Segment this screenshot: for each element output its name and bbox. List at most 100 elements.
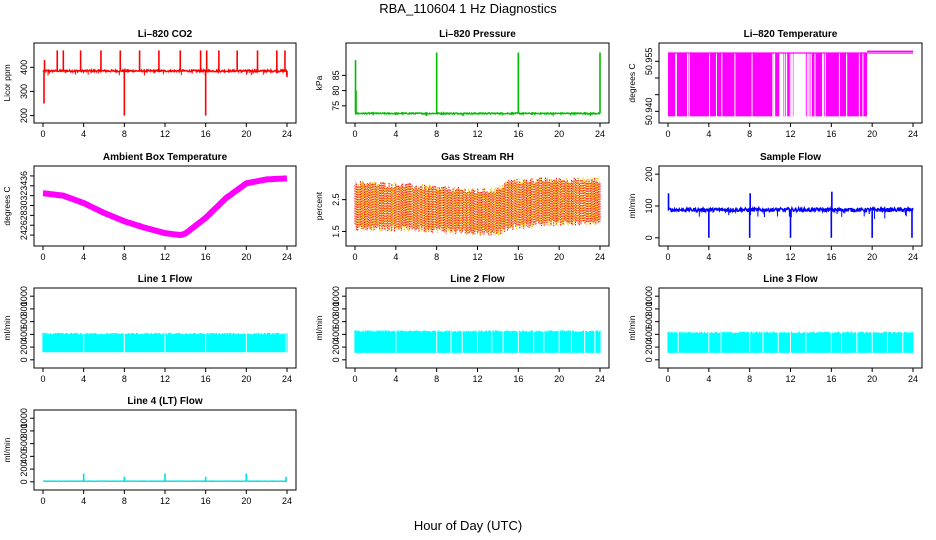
y-axis-label: percent (314, 191, 324, 220)
y-tick-label: 0 (644, 357, 654, 362)
y-tick-label: 300 (19, 84, 29, 99)
series-group (42, 331, 288, 353)
x-tick-label: 12 (472, 252, 482, 262)
y-tick-label: 0 (644, 235, 654, 240)
x-tick-label: 24 (282, 129, 292, 139)
panel-title: Sample Flow (760, 152, 821, 163)
x-tick-label: 16 (513, 129, 523, 139)
x-tick-label: 8 (122, 129, 127, 139)
x-tick-label: 12 (160, 374, 170, 384)
x-tick-label: 0 (665, 374, 670, 384)
chart-panel: Line 4 (LT) Flow 0 4 8 12 16 20 24 0 200400600800… (2, 396, 297, 506)
x-tick-label: 12 (472, 129, 482, 139)
y-tick-label: 600 (644, 314, 654, 329)
figure-xlabel: Hour of Day (UTC) (413, 518, 523, 533)
x-tick-label: 0 (665, 129, 670, 139)
x-tick-label: 0 (40, 129, 45, 139)
panel-frame (345, 42, 610, 124)
x-tick-label: 12 (785, 374, 795, 384)
y-tick-label: 80 (331, 86, 341, 96)
x-tick-label: 24 (908, 374, 918, 384)
x-tick-label: 24 (595, 374, 605, 384)
y-tick-label: 600 (331, 314, 341, 329)
series-group (667, 191, 914, 238)
panel-frame (33, 42, 297, 124)
x-tick-label: 4 (393, 252, 398, 262)
x-tick-label: 4 (81, 496, 86, 506)
y-tick-label: 1000 (19, 408, 29, 428)
y-tick-label: 36 (19, 171, 29, 181)
x-tick-label: 4 (706, 129, 711, 139)
x-tick-label: 16 (826, 129, 836, 139)
series-group (42, 473, 288, 483)
panel-frame (345, 287, 610, 369)
x-tick-label: 24 (595, 252, 605, 262)
series-group (41, 175, 289, 238)
y-tick-label: 400 (19, 449, 29, 464)
x-tick-label: 12 (160, 129, 170, 139)
y-tick-label: 800 (19, 423, 29, 438)
y-axis-label: degrees C (2, 186, 12, 225)
x-tick-label: 12 (785, 252, 795, 262)
panel-title: Li–820 Pressure (439, 29, 516, 40)
x-tick-label: 12 (472, 374, 482, 384)
chart-panel: Gas Stream RH 0 4 8 12 16 20 24 1.5 2.5 percent (314, 152, 610, 262)
y-tick-label: 0 (19, 357, 29, 362)
y-tick-label: 400 (644, 327, 654, 342)
y-axis-label: kPa (314, 75, 324, 90)
y-tick-label: 85 (331, 70, 341, 80)
y-tick-label: 200 (19, 340, 29, 355)
y-tick-label: 0 (331, 357, 341, 362)
panel-frame (658, 287, 923, 369)
x-tick-label: 20 (241, 129, 251, 139)
y-axis-label: ml/min (2, 437, 12, 462)
panel-frame (33, 287, 297, 369)
y-tick-label: 1000 (19, 286, 29, 306)
series-group (354, 52, 601, 117)
series-band (717, 53, 780, 117)
y-tick-label: 50.955 (644, 48, 654, 76)
chart-panel: Sample Flow 0 4 8 12 16 20 24 0 100 200 ml/min (627, 152, 923, 262)
y-tick-label: 600 (19, 314, 29, 329)
x-tick-label: 8 (747, 252, 752, 262)
y-tick-label: 200 (19, 462, 29, 477)
x-tick-label: 8 (747, 129, 752, 139)
x-tick-label: 8 (122, 374, 127, 384)
y-tick-label: 32 (19, 191, 29, 201)
x-tick-label: 0 (40, 496, 45, 506)
series-group (667, 330, 914, 354)
y-tick-label: 200 (644, 167, 654, 182)
y-tick-label: 28 (19, 210, 29, 220)
x-tick-label: 20 (554, 374, 564, 384)
series-band (783, 53, 794, 117)
series-line (41, 175, 289, 238)
x-tick-label: 0 (352, 374, 357, 384)
y-axis-label: Licor ppm (2, 64, 12, 101)
x-tick-label: 8 (122, 252, 127, 262)
x-tick-label: 0 (352, 252, 357, 262)
x-tick-label: 4 (393, 129, 398, 139)
x-tick-label: 24 (908, 129, 918, 139)
panel-title: Li–820 CO2 (138, 29, 193, 40)
panel-title: Line 3 Flow (763, 274, 818, 285)
y-axis-label: ml/min (314, 315, 324, 340)
x-tick-label: 16 (513, 374, 523, 384)
x-tick-label: 4 (393, 374, 398, 384)
series-group (42, 50, 288, 116)
y-axis-label: degrees C (627, 63, 637, 102)
y-tick-label: 34 (19, 181, 29, 191)
series-line (42, 67, 288, 75)
y-tick-label: 1.5 (331, 225, 341, 238)
x-tick-label: 20 (867, 374, 877, 384)
panel-title: Ambient Box Temperature (103, 152, 228, 163)
x-tick-label: 8 (434, 374, 439, 384)
x-tick-label: 8 (747, 374, 752, 384)
x-tick-label: 12 (160, 496, 170, 506)
x-tick-label: 4 (81, 129, 86, 139)
x-tick-label: 20 (867, 129, 877, 139)
y-tick-label: 50.940 (644, 98, 654, 126)
x-tick-label: 4 (706, 252, 711, 262)
